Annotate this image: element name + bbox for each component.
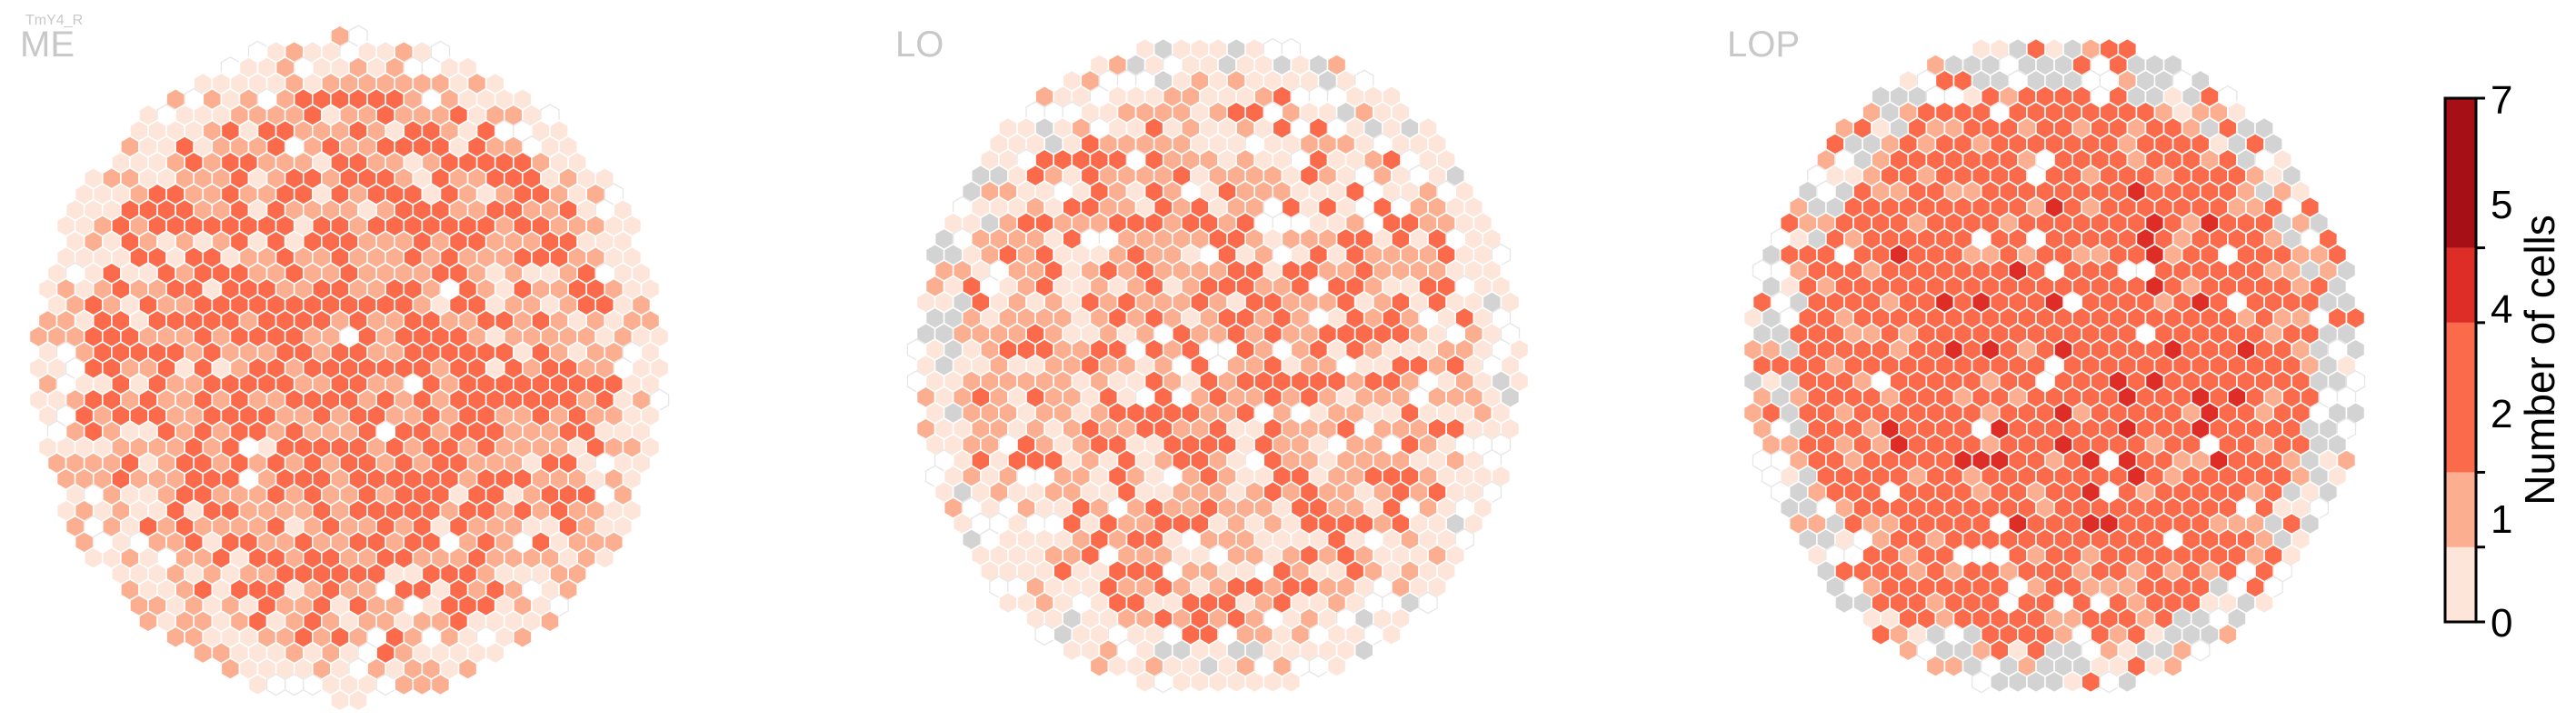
hex-column	[2007, 670, 2028, 694]
hex-column	[2191, 638, 2211, 662]
colorbar-segment	[2445, 546, 2476, 622]
hex-column	[1353, 638, 1374, 662]
hex-column	[285, 673, 305, 696]
panel-label-lo: LO	[895, 25, 944, 65]
panel-label-lop: LOP	[1727, 25, 1800, 65]
hex-column	[2044, 670, 2064, 694]
hex-column	[394, 673, 414, 696]
hex-column	[540, 609, 560, 633]
colorbar-axis-label: Number of cells	[2516, 215, 2563, 506]
hex-column	[2117, 670, 2138, 694]
hex-column	[1971, 670, 1992, 694]
hex-column	[330, 688, 350, 712]
hex-column	[138, 609, 158, 633]
hex-column	[1263, 670, 1283, 694]
hex-column	[2062, 670, 2082, 694]
colorbar-segment	[2445, 98, 2476, 248]
hex-column	[348, 688, 368, 712]
colorbar: 0 1 2 4 5 7 Number of cells	[2443, 78, 2563, 646]
hex-column	[1989, 670, 2010, 694]
hex-column	[2026, 670, 2046, 694]
hex-column	[2081, 670, 2102, 694]
panel-lo: LO	[895, 25, 1530, 694]
colorbar-tick-label: 7	[2491, 78, 2512, 123]
colorbar-tick-label: 2	[2491, 392, 2512, 436]
panel-me: TmY4_R ME	[20, 13, 670, 712]
cell-type-label: TmY4_R	[25, 13, 83, 28]
hex-column	[1208, 670, 1228, 694]
hex-column	[2162, 655, 2183, 678]
colorbar-tick-label: 4	[2491, 287, 2512, 332]
hex-column	[484, 641, 505, 665]
hex-column	[998, 591, 1018, 615]
hex-column	[1153, 670, 1173, 694]
colorbar-segment	[2445, 472, 2476, 547]
hex-column	[1308, 655, 1329, 677]
hex-column	[1034, 623, 1054, 646]
hex-column	[1226, 670, 1246, 694]
hex-column	[1834, 591, 1854, 615]
hex-column	[2099, 670, 2119, 694]
hex-column	[1171, 670, 1192, 694]
colorbar-segment	[2445, 247, 2476, 323]
hex-column	[1871, 623, 1891, 646]
hex-column	[83, 546, 104, 570]
colorbar-segment	[2445, 322, 2476, 473]
hex-column	[594, 546, 615, 570]
hex-column	[457, 657, 478, 681]
hex-column	[1244, 670, 1265, 694]
colorbar-tick-label: 0	[2491, 601, 2512, 646]
hex-column	[265, 673, 286, 696]
colorbar-tick-label: 1	[2491, 497, 2512, 542]
hex-column	[1134, 670, 1155, 694]
hex-column	[1382, 623, 1402, 646]
colorbar-outline	[2443, 96, 2478, 624]
hex-column	[1418, 591, 1438, 615]
hex-column	[2218, 623, 2238, 646]
hex-column	[1107, 655, 1128, 678]
panel-label-me: ME	[20, 25, 75, 65]
hex-column	[1062, 638, 1083, 662]
hex-column	[220, 657, 241, 681]
hex-column	[513, 626, 533, 649]
hex-column	[1925, 655, 1946, 678]
hex-column	[1943, 655, 1964, 678]
hex-column	[2144, 655, 2165, 678]
hex-column	[412, 673, 433, 696]
hex-column	[1190, 670, 1210, 694]
hex-column	[430, 673, 451, 696]
hex-column	[1326, 655, 1347, 678]
hex-column	[303, 673, 323, 696]
hex-column	[1281, 670, 1302, 694]
hex-column	[1089, 655, 1110, 678]
hex-column	[375, 673, 395, 696]
hex-column	[247, 673, 268, 696]
panel-lop: LOP	[1727, 25, 2366, 694]
hex-column	[1898, 638, 1919, 662]
hex-column	[165, 626, 185, 649]
hex-column	[2254, 591, 2274, 615]
colorbar-tick-label: 5	[2491, 183, 2512, 227]
hex-column	[193, 641, 214, 665]
